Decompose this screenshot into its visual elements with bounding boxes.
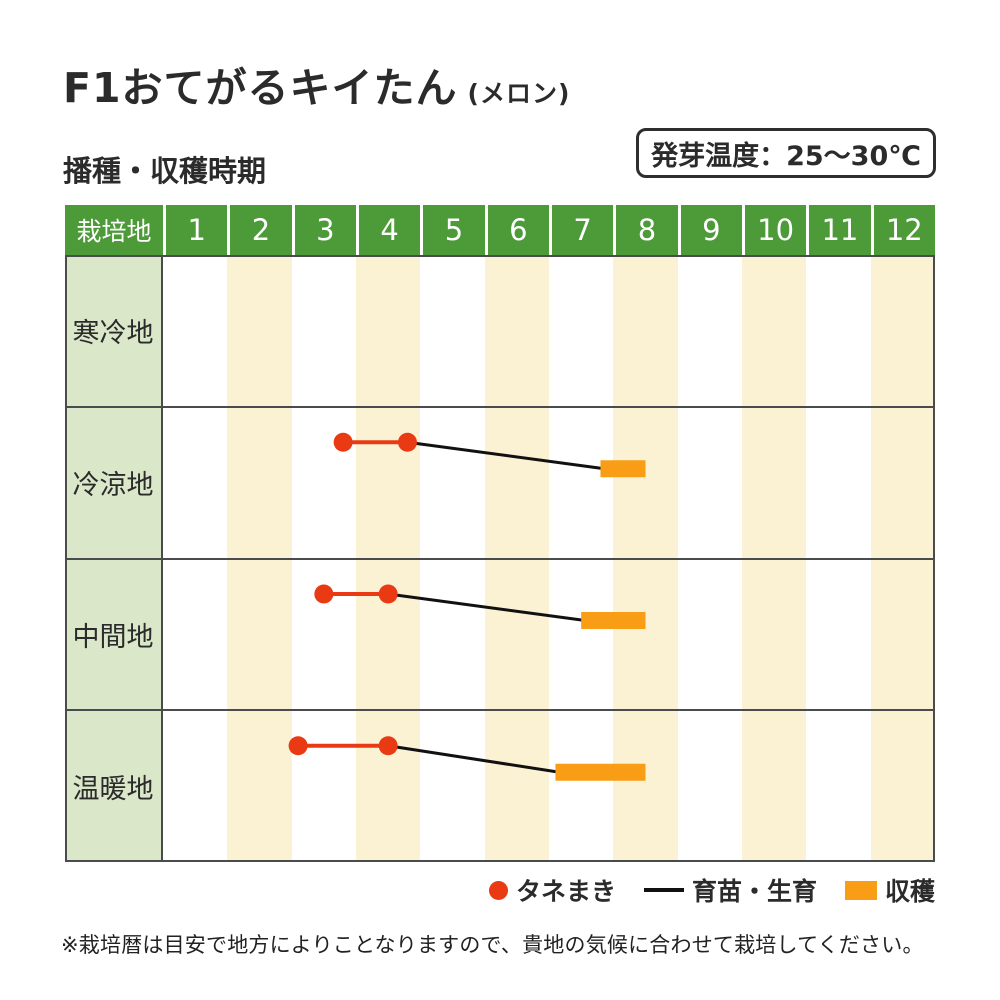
sowing-dot-end [378,584,398,604]
sowing-dot-end [378,736,398,756]
harvest-bar [555,763,646,781]
variety-type: (メロン) [467,79,571,108]
growth-line [387,744,560,774]
harvest-bar-icon [844,880,877,900]
month-header-cell: 10 [741,205,806,255]
sowing-dot-start [333,432,353,452]
calendar-header-row: 栽培地 1 2 3 4 5 6 7 8 9 10 11 12 [65,205,935,255]
page-title: F1おてがるキイたん (メロン) [63,54,570,114]
germination-temp-label: 発芽温度：25～30℃ [651,140,921,172]
legend-item-growth: 育苗・生育 [643,872,817,908]
table-border-right [933,255,935,862]
sowing-dot-start [314,584,334,604]
legend-label-harvest: 収穫 [884,877,935,906]
region-label-4: 温暖地 [65,710,163,862]
month-header-cell: 1 [163,205,227,255]
calendar-table: 栽培地 1 2 3 4 5 6 7 8 9 10 11 12 寒冷地 冷涼地 中間地 温暖地 [65,205,935,862]
month-header-cells: 1 2 3 4 5 6 7 8 9 10 11 12 [163,205,935,255]
region-label-2: 冷涼地 [65,406,163,559]
month-header-cell: 7 [548,205,613,255]
month-header-cell: 11 [806,205,870,255]
legend-item-sowing: タネまき [488,872,616,908]
month-header-cell: 6 [484,205,549,255]
sowing-dot-start [288,736,308,756]
sowing-dot-end [397,432,417,452]
chart-marks-layer [288,432,646,781]
row-separator [65,405,935,408]
table-border-left [65,255,67,862]
growth-line [387,592,586,622]
row-separator [65,557,935,560]
month-header-cell: 8 [613,205,677,255]
table-border-bottom [65,860,935,862]
germination-temp-box: 発芽温度：25～30℃ [636,128,936,178]
month-header-cell: 4 [355,205,420,255]
month-header-cell: 9 [677,205,742,255]
footnote: ※栽培暦は目安で地方によりことなりますので、貴地の気候に合わせて栽培してください… [61,933,924,957]
variety-name: F1おてがるキイたん [63,64,458,112]
legend-item-harvest: 収穫 [844,872,935,908]
month-header-cell: 5 [420,205,484,255]
growth-line-icon [643,888,684,892]
harvest-bar [581,612,646,629]
month-header-cell: 2 [227,205,291,255]
calendar-body: 寒冷地 冷涼地 中間地 温暖地 [65,255,935,862]
row-separator [65,709,935,712]
legend: タネまき 育苗・生育 収穫 [488,872,935,908]
region-label-1: 寒冷地 [65,255,163,407]
month-header-cell: 3 [291,205,356,255]
harvest-bar [600,460,646,478]
legend-label-growth: 育苗・生育 [691,877,817,906]
region-label-3: 中間地 [65,558,163,711]
growth-line [407,440,605,471]
table-border-top [65,255,935,257]
section-label: 播種・収穫時期 [63,154,267,188]
legend-label-sowing: タネまき [515,877,616,906]
header-corner-cell: 栽培地 [76,217,152,246]
sowing-dot-icon [488,880,508,900]
month-header-cell: 12 [870,205,935,255]
